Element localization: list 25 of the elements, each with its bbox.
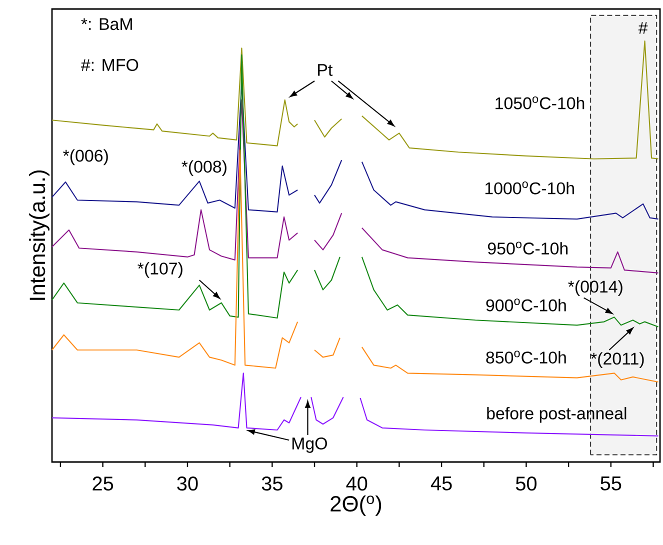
series-label: 850$^{o}$C-10h [486,350,566,364]
text: *: BaM [81,18,132,30]
x-tick-label: 55 [600,476,622,490]
y-axis-title: Intensity(a.u.) [29,170,50,300]
x-tick-label: 45 [430,476,452,490]
annotation: *(008) [182,160,226,176]
x-tick-label: 40 [346,476,368,491]
x-tick-label: 50 [516,476,537,491]
annotation: Pt [318,64,333,76]
annotation: #: MFO [81,58,138,71]
x-axis-title: 2Θ($^{o}$) [330,495,382,516]
text: 1050$^{o}$C-10h [496,96,584,110]
annotation: *(2011) [590,352,644,368]
series-label: 1000$^{o}$C-10h [485,182,574,194]
annotation: *(107) [138,262,182,278]
x-tick-label: 25 [92,476,114,491]
annotation: *(006) [63,149,108,166]
series-label: before post-anneal [487,406,626,423]
series-label: 900$^{o}$C-10h [486,298,566,312]
x-tick-label: 30 [177,476,198,491]
text: # [638,22,648,34]
x-tick-label: 35 [262,476,282,491]
series-label: 950$^{o}$C-10h [488,242,568,255]
annotation: *(0014) [568,280,622,296]
annotation: MgO [292,437,327,453]
